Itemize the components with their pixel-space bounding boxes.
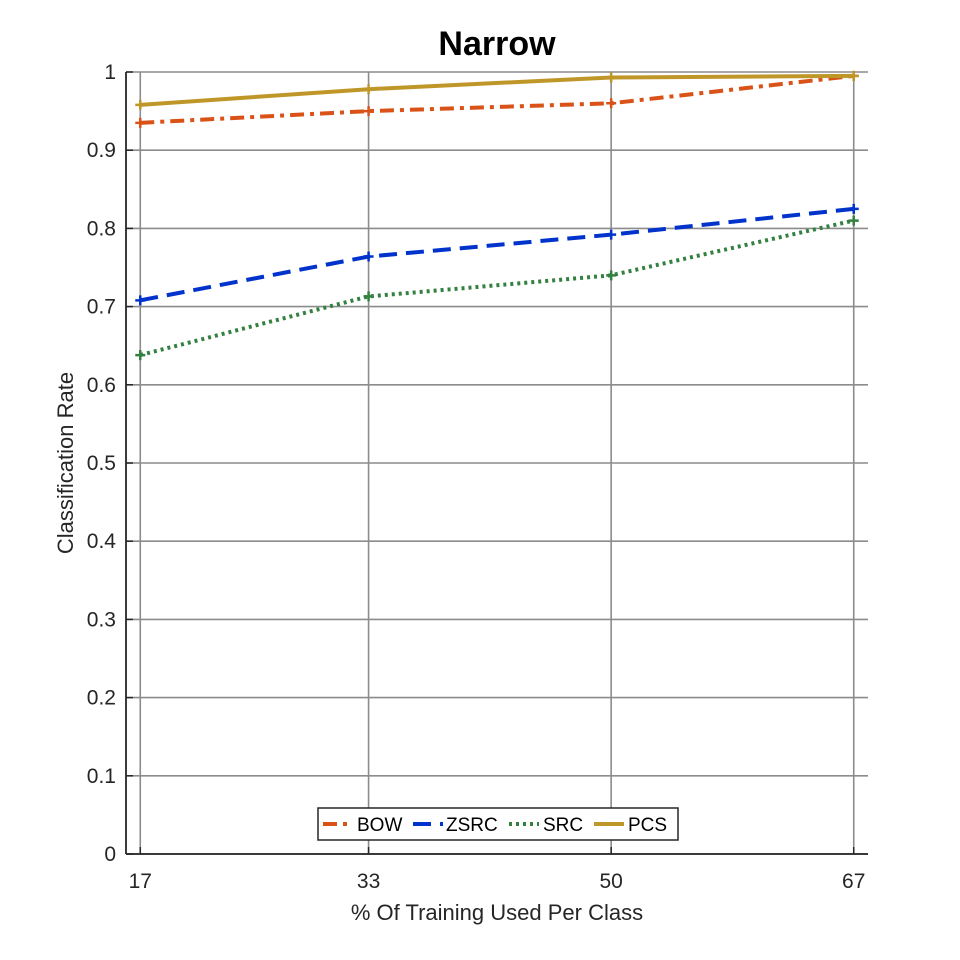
x-tick-label-0: 17 xyxy=(129,870,152,893)
chart-title: Narrow xyxy=(438,25,556,63)
point-src-33 xyxy=(363,291,374,302)
point-zsrc-33 xyxy=(363,251,374,262)
point-src-50 xyxy=(606,270,617,281)
point-zsrc-50 xyxy=(606,229,617,240)
point-bow-17 xyxy=(135,117,146,128)
y-tick-label-7: 0.7 xyxy=(87,296,116,319)
point-pcs-17 xyxy=(135,99,146,110)
x-tick-label-2: 50 xyxy=(599,870,622,893)
y-tick-label-8: 0.8 xyxy=(87,217,116,240)
series-line-pcs xyxy=(140,73,854,107)
point-pcs-33 xyxy=(363,84,374,95)
point-bow-50 xyxy=(606,98,617,109)
x-tick-label-1: 33 xyxy=(357,870,380,893)
y-tick-label-3: 0.3 xyxy=(87,608,116,631)
legend: BOW ZSRC SRC PCS xyxy=(317,807,679,841)
y-tick-label-0: 0 xyxy=(104,843,116,866)
grid xyxy=(126,71,868,855)
y-tick-label-1: 0.1 xyxy=(87,765,116,788)
y-tick-label-4: 0.4 xyxy=(87,530,117,553)
legend-label-bow: BOW xyxy=(357,815,402,836)
axes xyxy=(125,71,868,855)
series-line-bow xyxy=(140,73,854,125)
legend-label-src: SRC xyxy=(543,815,583,836)
series-line-zsrc xyxy=(139,206,854,303)
x-axis-label: % Of Training Used Per Class xyxy=(351,900,643,925)
y-tick-label-6: 0.6 xyxy=(87,374,116,397)
point-pcs-50 xyxy=(606,72,617,83)
legend-label-zsrc: ZSRC xyxy=(446,815,498,836)
series-lines xyxy=(135,70,859,361)
y-tick-label-2: 0.2 xyxy=(87,687,116,710)
point-src-67 xyxy=(848,215,859,226)
series-line-src xyxy=(139,218,855,358)
point-pcs-67 xyxy=(848,70,859,81)
point-zsrc-67 xyxy=(848,203,859,214)
y-tick-label-9: 0.9 xyxy=(87,139,116,162)
y-tick-label-5: 0.5 xyxy=(87,452,116,475)
legend-label-pcs: PCS xyxy=(628,815,667,836)
point-zsrc-17 xyxy=(135,295,146,306)
x-tick-label-3: 67 xyxy=(842,870,865,893)
y-tick-label-10: 1 xyxy=(104,61,116,84)
point-bow-33 xyxy=(363,106,374,117)
y-axis-label: Classification Rate xyxy=(53,372,78,554)
point-src-17 xyxy=(135,350,146,361)
tick-labels: 0 0.1 0.2 0.3 0.4 0.5 0.6 0.7 0.8 0.9 1 17 33 50 67 xyxy=(87,61,866,893)
